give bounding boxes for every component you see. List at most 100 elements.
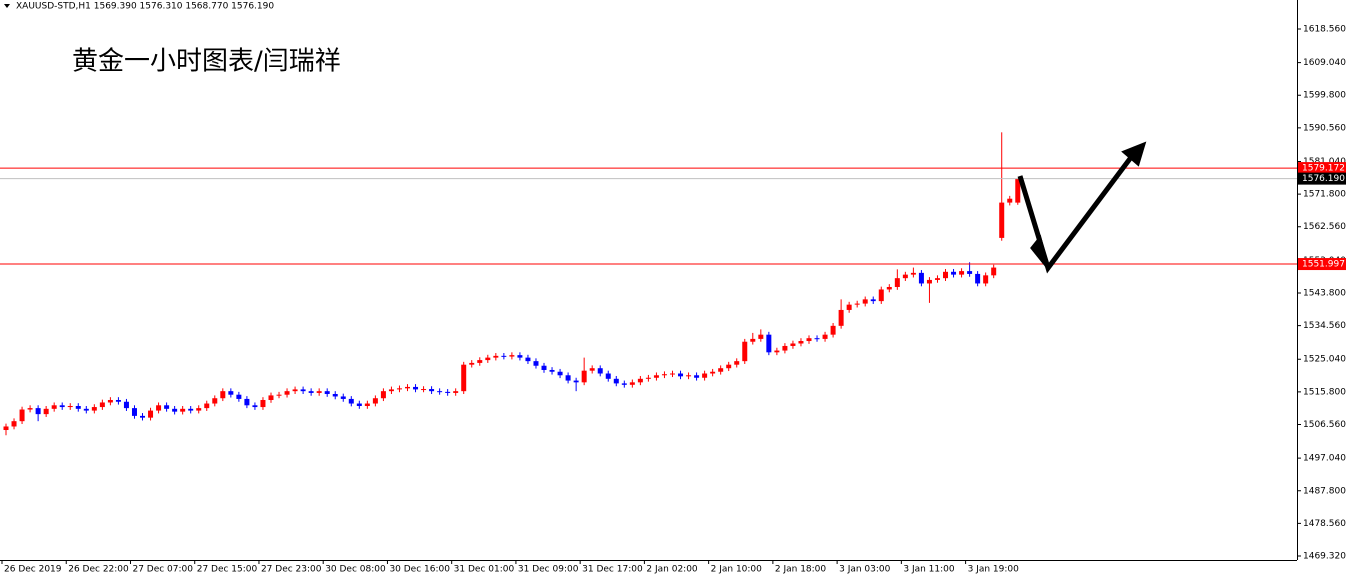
candle-body bbox=[669, 373, 675, 375]
candle-body bbox=[573, 380, 579, 383]
candle-body bbox=[123, 401, 129, 409]
candle-body bbox=[164, 405, 170, 409]
candle-body bbox=[621, 383, 627, 385]
candle-body bbox=[1015, 178, 1021, 203]
x-tick-label: 31 Dec 17:00 bbox=[582, 565, 643, 575]
candle-body bbox=[814, 338, 820, 340]
candle-body bbox=[726, 364, 732, 369]
x-tick-label: 2 Jan 02:00 bbox=[646, 565, 698, 575]
level-label-box bbox=[1298, 162, 1346, 175]
candle-body bbox=[661, 374, 667, 376]
candle-body bbox=[51, 405, 57, 409]
candle-body bbox=[870, 299, 876, 302]
y-tick-label: 1525.040 bbox=[1303, 355, 1346, 365]
candle-body bbox=[405, 386, 410, 389]
arrow-head bbox=[1030, 234, 1050, 269]
candle-body bbox=[196, 408, 202, 411]
annotation-arrow bbox=[1017, 141, 1147, 274]
candle-body bbox=[364, 403, 370, 406]
x-tick-label: 2 Jan 10:00 bbox=[711, 565, 763, 575]
x-tick-label: 3 Jan 19:00 bbox=[968, 565, 1020, 575]
candle-body bbox=[790, 343, 796, 346]
candle-body bbox=[838, 309, 844, 326]
x-tick-label: 3 Jan 11:00 bbox=[903, 565, 955, 575]
candle-body bbox=[3, 426, 9, 431]
candle-body bbox=[43, 408, 49, 415]
candle-body bbox=[645, 377, 651, 379]
candle-body bbox=[589, 368, 595, 371]
x-tick-label: 27 Dec 07:00 bbox=[132, 565, 193, 575]
header: XAUUSD-STD,H1 1569.390 1576.310 1568.770… bbox=[16, 2, 274, 12]
candle-body bbox=[260, 399, 266, 408]
x-tick-label: 30 Dec 16:00 bbox=[389, 565, 450, 575]
candle-body bbox=[11, 421, 17, 427]
candle-body bbox=[83, 408, 89, 411]
candle-body bbox=[316, 391, 322, 393]
candle-body bbox=[421, 389, 427, 391]
candle-body bbox=[549, 369, 555, 372]
candle-body bbox=[910, 272, 916, 275]
x-tick-label: 31 Dec 09:00 bbox=[518, 565, 579, 575]
candle-body bbox=[268, 395, 274, 400]
y-tick-label: 1506.560 bbox=[1303, 420, 1346, 430]
candle-body bbox=[597, 368, 603, 374]
candle-body bbox=[774, 350, 780, 353]
y-tick-label: 1497.040 bbox=[1303, 454, 1346, 464]
x-tick-label: 26 Dec 2019 bbox=[4, 565, 62, 575]
arrow-head bbox=[1121, 141, 1147, 167]
y-tick-label: 1469.320 bbox=[1303, 552, 1346, 562]
x-tick-label: 26 Dec 22:00 bbox=[68, 565, 129, 575]
y-tick-label: 1534.560 bbox=[1303, 321, 1346, 331]
y-tick-label: 1599.800 bbox=[1303, 91, 1346, 101]
candle-body bbox=[509, 355, 515, 357]
candle-body bbox=[878, 289, 884, 302]
candle-body bbox=[131, 408, 137, 416]
level-label: 1579.172 bbox=[1302, 164, 1345, 174]
candle-body bbox=[19, 409, 25, 422]
candle-body bbox=[750, 338, 756, 342]
candle-body bbox=[565, 375, 571, 381]
candle-body bbox=[324, 391, 330, 394]
candle-body bbox=[429, 389, 435, 392]
candle-body bbox=[766, 334, 772, 353]
candle-body bbox=[156, 405, 162, 411]
candle-body bbox=[886, 286, 892, 290]
candle-body bbox=[758, 334, 764, 339]
candle-body bbox=[220, 391, 226, 399]
candle-body bbox=[340, 396, 346, 399]
bid-label: 1576.190 bbox=[1302, 174, 1345, 184]
candle-body bbox=[180, 408, 186, 412]
candle-body bbox=[35, 408, 41, 415]
candle-body bbox=[469, 362, 475, 365]
candle-body bbox=[172, 408, 178, 412]
candle-body bbox=[782, 345, 788, 351]
candle-body bbox=[1007, 198, 1013, 203]
bid-label-box bbox=[1298, 172, 1346, 185]
x-tick-label: 30 Dec 08:00 bbox=[325, 565, 386, 575]
candle-body bbox=[983, 275, 989, 284]
candle-body bbox=[702, 373, 708, 378]
candle-body bbox=[959, 271, 965, 275]
candle-body bbox=[396, 388, 402, 390]
y-tick-label: 1590.560 bbox=[1303, 123, 1346, 133]
header-arrow bbox=[4, 4, 10, 8]
candle-body bbox=[637, 378, 643, 383]
candle-body bbox=[252, 405, 258, 408]
candle-body bbox=[445, 391, 451, 393]
candle-body bbox=[188, 408, 194, 411]
candle-body bbox=[107, 399, 113, 403]
candle-body bbox=[75, 405, 81, 409]
candle-body bbox=[653, 375, 659, 378]
candle-body bbox=[694, 375, 700, 378]
candle-body bbox=[806, 338, 812, 342]
candle-body bbox=[148, 410, 154, 418]
candle-body bbox=[613, 378, 619, 384]
candle-body bbox=[999, 202, 1005, 238]
x-tick-label: 31 Dec 01:00 bbox=[454, 565, 515, 575]
candle-body bbox=[284, 391, 290, 395]
candle-body bbox=[372, 398, 378, 404]
candle-body bbox=[348, 398, 354, 404]
level-label-box bbox=[1298, 258, 1346, 271]
